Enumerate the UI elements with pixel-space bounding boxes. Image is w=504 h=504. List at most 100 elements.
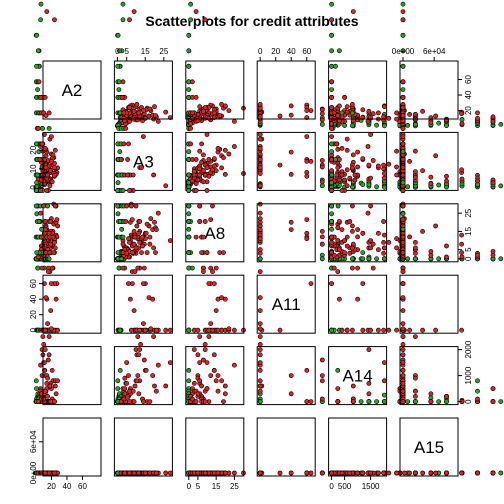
data-point [186,203,192,209]
data-point [319,256,325,262]
data-point [381,162,386,168]
data-point [400,334,406,339]
data-point [152,104,157,110]
data-point [257,347,263,352]
data-point [153,113,158,118]
data-point [329,281,334,286]
data-point [277,162,283,168]
data-point [459,121,465,127]
data-point [459,111,464,117]
data-point [49,326,54,332]
data-point [333,63,338,69]
data-point [43,165,49,170]
panel-A2-A8 [185,60,314,129]
data-point [381,399,387,404]
data-point [193,181,199,187]
data-point [45,269,51,274]
data-point [412,399,418,404]
data-point [231,470,237,476]
data-point [42,388,48,394]
panel-frame [42,203,102,263]
data-point [127,17,132,23]
data-point [360,281,366,286]
panel-frame [42,60,102,120]
data-point [39,373,45,378]
data-point [342,250,347,255]
data-point [366,347,372,352]
data-point [133,203,139,209]
data-point [188,17,193,23]
data-point [133,245,139,251]
data-point [329,17,334,23]
data-point [365,119,371,124]
data-point [208,321,214,326]
data-point [433,153,438,159]
data-point [400,87,406,92]
data-point [127,470,132,476]
data-point [277,470,283,476]
data-point [335,399,341,404]
data-point [329,219,334,224]
data-point [140,321,146,326]
data-point [52,245,58,251]
data-point [36,219,42,224]
data-point [257,165,263,170]
data-point [355,296,360,302]
data-point [131,308,137,313]
data-point [35,87,40,92]
data-point [132,269,138,274]
data-point [147,234,153,240]
data-point [43,113,49,118]
data-point [135,334,141,339]
data-point [206,327,212,333]
data-point [139,250,144,255]
data-point [257,334,263,339]
panel-frame [328,60,388,120]
data-point [344,243,350,249]
data-point [498,183,504,189]
data-point [475,110,480,116]
data-point [368,175,373,181]
data-point [49,158,54,164]
data-point [115,203,120,209]
data-point [33,378,39,384]
data-point [350,152,356,158]
panel-A3-A3: A3 [113,131,173,191]
data-point [349,223,355,229]
data-point [215,373,221,378]
data-point [349,102,355,107]
data-point [193,188,199,193]
data-point [257,171,263,176]
panel-frame [399,60,459,120]
data-point [288,219,294,225]
data-point [186,149,192,155]
data-point [257,308,263,313]
data-point [400,269,406,274]
data-point [344,183,350,189]
data-point [360,327,366,333]
data-point [204,386,210,391]
data-point [45,357,51,363]
data-point [304,367,310,373]
data-point [46,256,52,262]
data-point [257,210,263,216]
data-point [186,265,192,271]
data-point [200,357,206,363]
data-point [336,296,342,302]
data-point [136,470,142,476]
data-point [120,79,126,85]
data-point [219,165,224,171]
data-point [331,110,337,116]
data-point [490,386,496,391]
data-point [349,123,355,129]
data-point [350,399,356,404]
data-point [128,203,134,209]
data-point [405,256,411,262]
data-point [197,360,203,365]
data-point [394,116,399,122]
data-point [167,238,173,243]
chart-title: Scatterplots for credit attributes [145,13,358,29]
data-point [360,156,366,161]
data-point [329,168,334,174]
data-point [347,175,353,181]
